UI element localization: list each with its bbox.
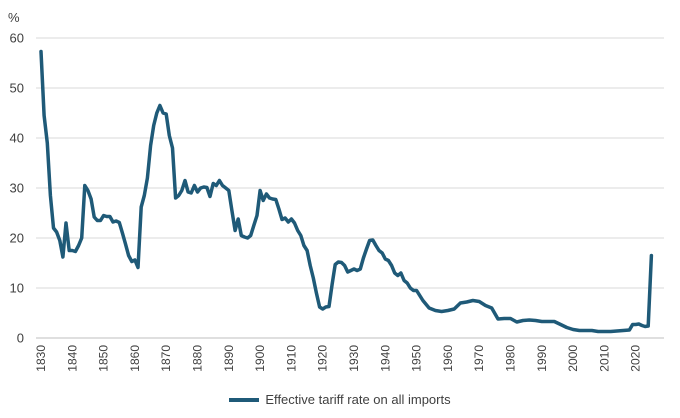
y-tick-label: 20 (10, 231, 24, 246)
legend: Effective tariff rate on all imports (0, 392, 680, 407)
x-tick-label: 1890 (222, 345, 236, 372)
x-tick-label: 1950 (410, 345, 424, 372)
y-tick-label: 40 (10, 131, 24, 146)
series-line (39, 49, 654, 334)
x-axis-ticks: 1830 1840 1850 1860 1870 1880 1890 1900 1910 1920… (34, 345, 643, 372)
x-tick-label: 1860 (128, 345, 142, 372)
x-tick-label: 1870 (159, 345, 173, 372)
y-tick-label: 30 (10, 181, 24, 196)
x-tick-label: 1880 (191, 345, 205, 372)
x-tick-label: 2010 (597, 345, 611, 372)
x-tick-label: 1990 (535, 345, 549, 372)
x-tick-label: 1910 (284, 345, 298, 372)
x-tick-label: 1930 (347, 345, 361, 372)
x-tick-label: 1900 (253, 345, 267, 372)
x-tick-label: 1850 (97, 345, 111, 372)
x-tick-label: 1840 (65, 345, 79, 372)
y-tick-label: 60 (10, 31, 24, 46)
x-tick-label: 1830 (34, 345, 48, 372)
gridlines (36, 37, 664, 289)
x-tick-label: 1970 (472, 345, 486, 372)
x-tick-label: 1940 (378, 345, 392, 372)
legend-label: Effective tariff rate on all imports (265, 392, 451, 407)
x-tick-label: 2000 (566, 345, 580, 372)
x-tick-label: 1980 (504, 345, 518, 372)
y-tick-label: 50 (10, 81, 24, 96)
legend-swatch (229, 397, 260, 402)
x-tick-label: 1960 (441, 345, 455, 372)
x-tick-label: 2020 (629, 345, 643, 372)
y-axis-label: % (8, 10, 20, 25)
y-tick-label: 0 (17, 331, 24, 346)
series-group (39, 49, 654, 334)
x-tick-label: 1920 (316, 345, 330, 372)
y-axis-ticks: 0 10 20 30 40 50 60 (10, 31, 24, 346)
y-tick-label: 10 (10, 281, 24, 296)
